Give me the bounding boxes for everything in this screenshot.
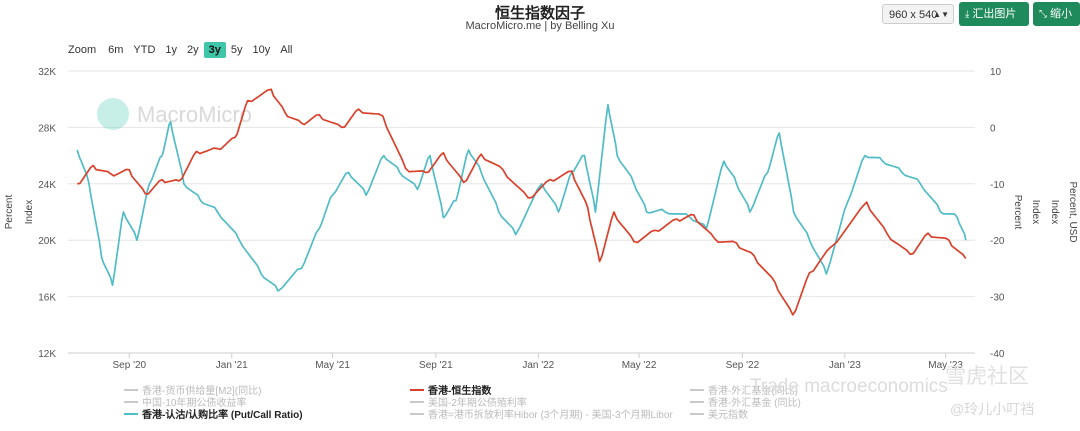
series-line [77,88,967,316]
right-tick-label: -40 [990,349,1005,360]
left-tick-label: 12K [38,349,56,360]
left-tick-label: 20K [38,236,56,247]
x-tick-label: Sep '21 [419,360,453,371]
legend-label: 香港-认沽/认购比率 (Put/Call Ratio) [142,408,303,421]
x-tick-label: May '23 [928,360,963,371]
chart-title: 恒生指数因子 [494,5,585,22]
legend-label: 中国-10年期公债收益率 [142,396,246,409]
x-tick-label: Jan '21 [216,360,248,371]
right-axis-title: Index [1049,200,1060,224]
zoom-label: Zoom [68,44,97,56]
legend-label: 美元指数 [708,408,748,421]
left-tick-label: 28K [38,123,56,134]
size-select-value: 960 x 540 [889,9,938,21]
right-axis-title: Percent [1012,195,1023,230]
shrink-label: 缩小 [1050,8,1072,20]
zoom-option[interactable]: 5y [230,44,243,56]
legend-label: 香港-外汇基金 (同比) [708,396,801,409]
left-axis-title-2: Percent [4,195,15,230]
x-tick-label: May '22 [622,360,657,371]
zoom-bar: Zoom 6m YTD 1y 2y 3y 5y 10y All [68,42,298,58]
right-tick-label: -30 [990,293,1005,304]
right-tick-label: -10 [990,180,1005,191]
shrink-button[interactable]: ⤡ 缩小 [1033,2,1080,26]
shrink-icon: ⤡ [1039,9,1047,20]
x-tick-label: Sep '22 [726,360,760,371]
x-tick-label: Jan '22 [522,360,554,371]
legend-label: 香港-恒生指数 [428,384,492,397]
corner-watermark: 雪虎社区 [945,365,1029,388]
right-tick-label: 10 [990,67,1002,78]
series-line [76,103,967,292]
zoom-option[interactable]: 6m [108,44,124,56]
legend-label: 美国-2年期公债殖利率 [428,396,527,409]
corner-watermark: @玲儿小叮裆 [950,401,1034,417]
right-axis-title: Percent, USD [1067,181,1078,242]
legend-label: 香港-外汇基金(同比) [708,384,798,397]
right-tick-label: -20 [990,236,1005,247]
x-tick-label: May '21 [315,360,350,371]
zoom-option[interactable]: YTD [133,44,156,56]
download-icon: ⤓ [965,9,970,20]
left-tick-label: 32K [38,67,56,78]
right-tick-label: 0 [990,123,996,134]
zoom-option[interactable]: 10y [252,44,271,56]
left-tick-label: 24K [38,180,56,191]
chart-subtitle: MacroMicro.me | by Belling Xu [465,20,615,32]
zoom-option[interactable]: 1y [165,44,178,56]
zoom-option[interactable]: 2y [187,44,199,56]
legend-label: 香港=港币拆放利率Hibor (3个月期) - 美国-3个月期Libor [428,408,673,421]
export-image-button[interactable]: ⤓ 汇出图片 [959,2,1029,26]
x-tick-label: Sep '20 [113,360,147,371]
watermark-brand: MacroMicro [137,102,252,127]
macromicro-logo-icon [97,98,129,130]
right-axis-title: Index [1030,200,1041,224]
x-tick-label: Jan '23 [829,360,861,371]
zoom-option[interactable]: All [280,44,293,56]
left-axis-title: Index [24,200,35,224]
legend-label: 香港-货币供给量[M2](同比) [142,384,261,397]
corner-watermark: Trade macroeconomics [750,376,948,397]
select-arrows-icon: ▲▼ [933,10,949,19]
left-tick-label: 16K [38,293,56,304]
size-select[interactable]: 960 x 540 ▲▼ [882,4,954,24]
export-image-label: 汇出图片 [972,8,1017,20]
zoom-option-active[interactable]: 3y [203,42,226,58]
